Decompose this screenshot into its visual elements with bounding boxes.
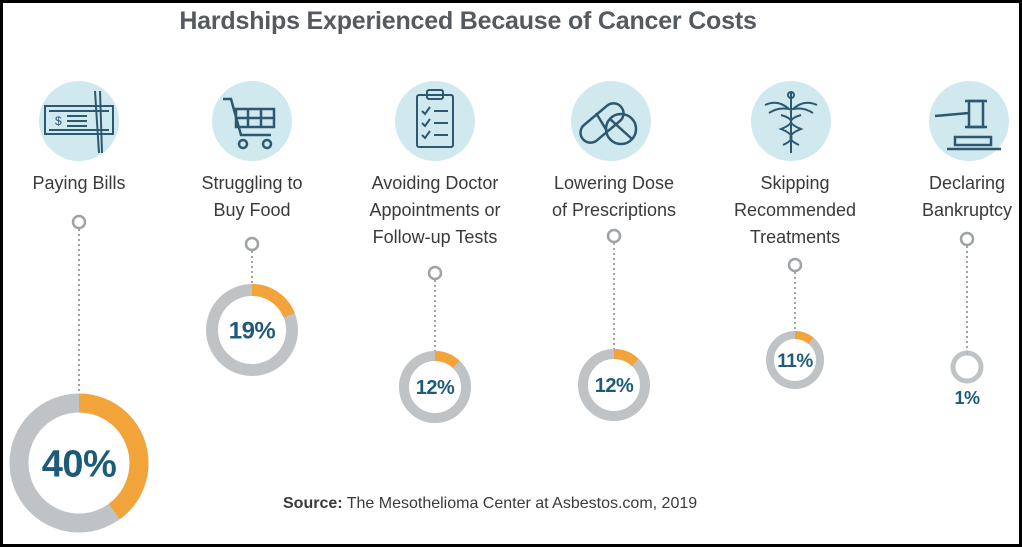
source-note: Source: The Mesothelioma Center at Asbes… <box>283 495 697 513</box>
hardship-item: Paying Bills 40% <box>9 173 149 533</box>
chart-items: Paying Bills 40% Struggling to Buy Food 19% A… <box>9 173 1012 533</box>
chart-canvas: $ <box>9 81 1012 533</box>
percent-label: 12% <box>416 377 455 399</box>
category-label: Recommended <box>734 200 856 220</box>
percent-label: 11% <box>777 351 813 372</box>
hardship-item: Struggling to Buy Food 19% <box>201 173 303 376</box>
chart-title: Hardships Experienced Because of Cancer … <box>179 7 757 35</box>
icon-struggling-food <box>212 81 292 161</box>
category-label: Declaring <box>929 173 1005 193</box>
marker-dot <box>787 257 803 273</box>
icon-avoiding-doctor <box>395 81 475 161</box>
donut-value-arc <box>950 350 984 384</box>
donut-value-arc <box>766 331 824 389</box>
percent-label: 40% <box>42 444 117 486</box>
hardship-item: Lowering Dose of Prescriptions 12% <box>552 173 676 421</box>
category-label: Lowering Dose <box>554 173 674 193</box>
category-label: Bankruptcy <box>922 200 1012 220</box>
category-label: Follow-up Tests <box>373 227 498 247</box>
percent-label: 1% <box>954 388 980 408</box>
percent-label: 12% <box>595 375 634 397</box>
donut-value-arc <box>399 351 471 423</box>
icon-lowering-dose <box>571 81 651 161</box>
source-label: Source: <box>283 495 343 512</box>
category-label: of Prescriptions <box>552 200 676 220</box>
category-label: Paying Bills <box>32 173 125 193</box>
category-label: Buy Food <box>213 200 290 220</box>
icon-paying-bills: $ <box>39 81 119 161</box>
marker-dot <box>71 214 87 230</box>
category-label: Appointments or <box>369 200 500 220</box>
marker-dot <box>244 236 260 252</box>
category-label: Avoiding Doctor <box>372 173 499 193</box>
donut-value-arc <box>578 349 650 421</box>
marker-dot <box>959 231 975 247</box>
source-text: The Mesothelioma Center at Asbestos.com,… <box>346 495 698 512</box>
donut-track <box>950 350 984 384</box>
category-label: Skipping <box>760 173 829 193</box>
category-label: Treatments <box>750 227 840 247</box>
icon-declaring-bankruptcy <box>929 81 1009 161</box>
marker-dot <box>427 265 443 281</box>
donut-value-arc <box>9 393 149 533</box>
category-label: Struggling to <box>201 173 302 193</box>
icon-skipping-treatments <box>751 81 831 161</box>
donut-value-arc <box>206 284 298 376</box>
marker-dot <box>606 228 622 244</box>
hardship-item: Skipping Recommended Treatments 11% <box>734 173 856 389</box>
svg-text:$: $ <box>55 114 62 128</box>
hardship-item: Declaring Bankruptcy 1% <box>922 173 1012 408</box>
hardship-item: Avoiding Doctor Appointments or Follow-up … <box>369 173 501 423</box>
percent-label: 19% <box>229 318 276 345</box>
